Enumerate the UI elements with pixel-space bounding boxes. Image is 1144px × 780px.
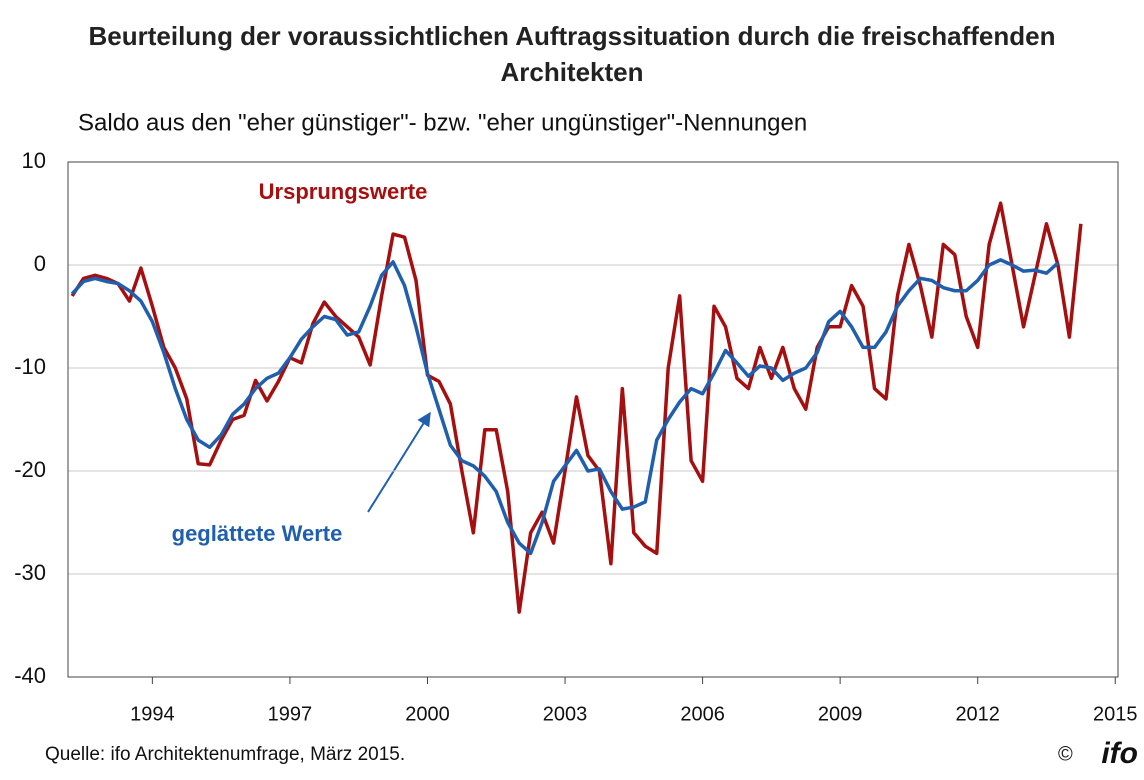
chart-title: Beurteilung der voraussichtlichen Auftra…	[88, 21, 1056, 87]
line-series	[70, 201, 1083, 614]
plot-frame	[67, 161, 1119, 678]
y-tick-label: -30	[14, 560, 46, 585]
y-tick-label: -10	[14, 354, 46, 379]
source: Quelle: ifo Architektenumfrage, März 201…	[45, 744, 405, 765]
x-tick-label: 2015	[1093, 703, 1138, 725]
line-series	[70, 258, 1060, 556]
annotation: geglättete Werte	[172, 521, 343, 546]
y-tick-label: -40	[14, 663, 46, 688]
x-tick-label: 2006	[680, 703, 725, 725]
x-tick-label: 2012	[955, 703, 1000, 725]
x-tick-label: 2009	[818, 703, 863, 725]
arrow	[367, 411, 431, 513]
annotation: Ursprungswerte	[259, 179, 428, 204]
y-tick-label: 0	[34, 251, 46, 276]
y-tick-label: 10	[22, 148, 46, 173]
x-tick-label: 2000	[405, 703, 450, 725]
subtitle: Saldo aus den "eher günstiger"- bzw. "eh…	[78, 109, 807, 136]
x-tick-label: 2003	[543, 703, 588, 725]
y-tick-label: -20	[14, 457, 46, 482]
x-tick-label: 1994	[130, 703, 175, 725]
x-tick-label: 1997	[268, 703, 313, 725]
logo: ifo	[1101, 737, 1138, 770]
copyright: ©	[1058, 743, 1073, 765]
